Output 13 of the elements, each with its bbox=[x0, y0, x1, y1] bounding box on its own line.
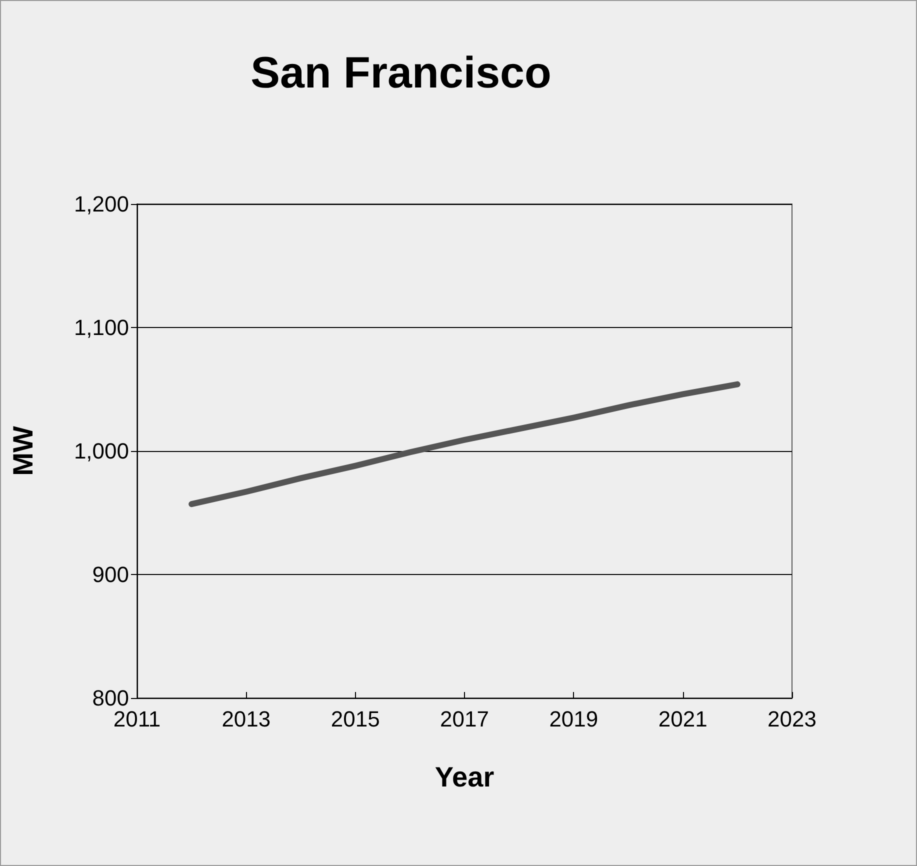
x-tick-label: 2019 bbox=[549, 706, 598, 732]
x-axis-title: Year bbox=[434, 762, 494, 792]
x-tick-label: 2017 bbox=[440, 706, 489, 732]
chart-title: San Francisco bbox=[250, 48, 552, 98]
x-tick-label: 2015 bbox=[330, 706, 380, 732]
y-tick-label: 1,000 bbox=[74, 438, 129, 464]
x-tick-label: 2021 bbox=[658, 706, 708, 732]
x-tick-label: 2023 bbox=[768, 706, 816, 732]
y-axis-title: MW bbox=[8, 426, 38, 476]
y-tick-label: 1,200 bbox=[74, 192, 129, 216]
y-tick-label: 900 bbox=[92, 562, 129, 587]
x-tick-label: 2013 bbox=[222, 706, 271, 732]
y-tick-label: 1,100 bbox=[74, 315, 129, 340]
